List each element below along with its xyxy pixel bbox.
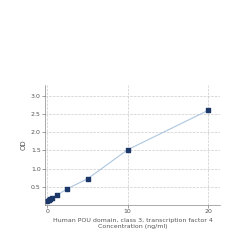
Point (66, 187, 70, 191)
Point (126, 148, 130, 152)
Point (206, 108, 210, 112)
Point (47, 198, 51, 202)
Point (48, 197, 52, 201)
Point (86, 177, 89, 181)
Point (50, 196, 54, 200)
Point (56, 193, 60, 197)
Point (46, 199, 50, 203)
Y-axis label: OD: OD (21, 140, 27, 150)
X-axis label: Human POU domain, class 3, transcription factor 4
Concentration (ng/ml): Human POU domain, class 3, transcription… (52, 218, 212, 229)
